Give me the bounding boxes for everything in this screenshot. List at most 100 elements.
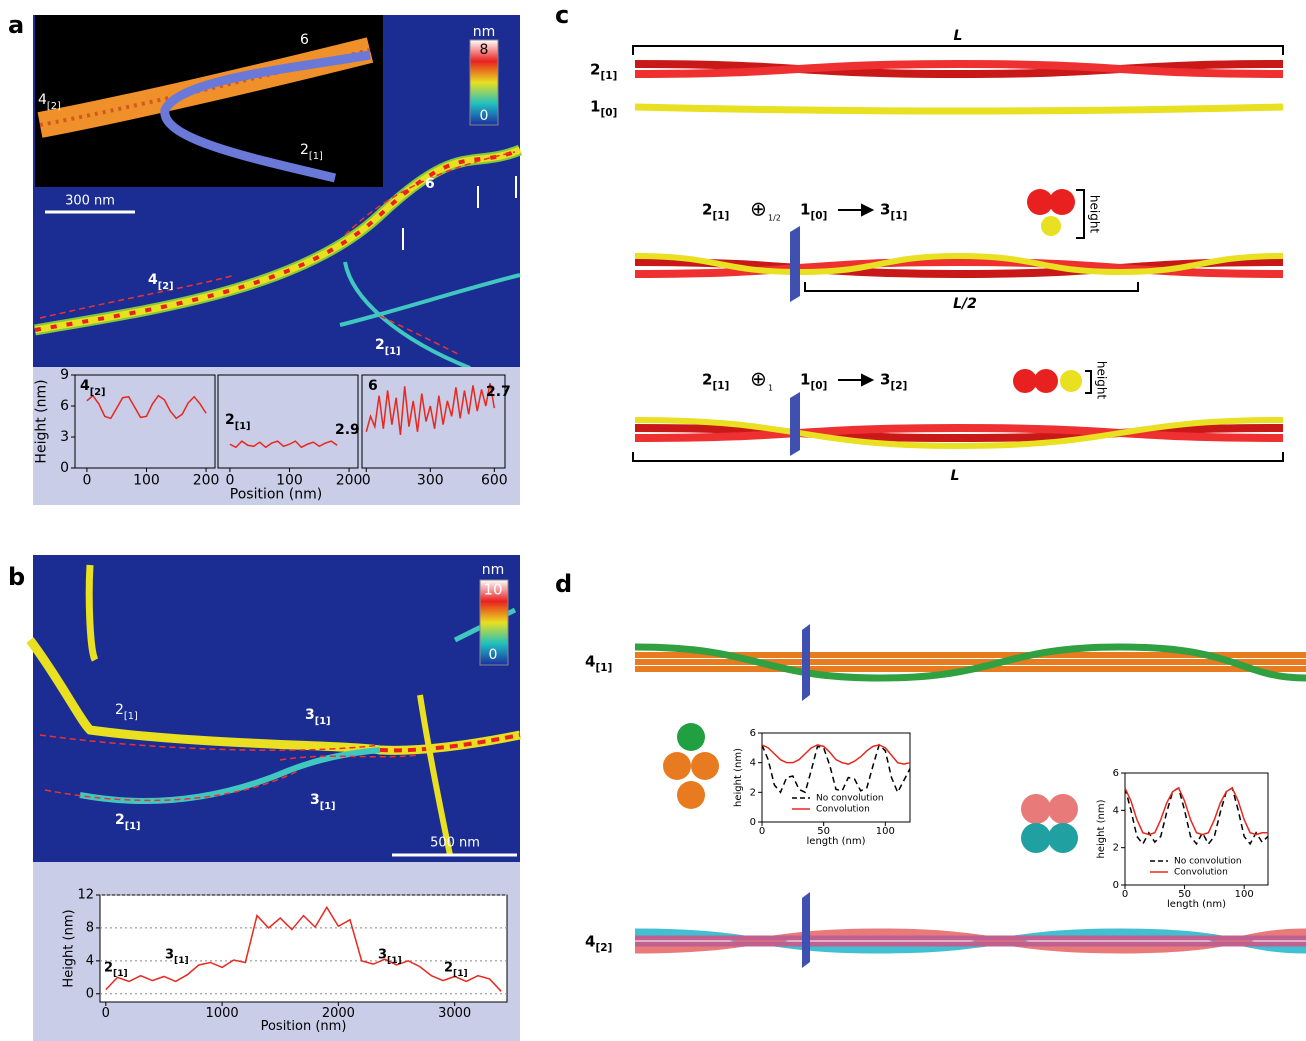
cut-plane (790, 392, 800, 456)
y-axis-label: Height (nm) (33, 379, 49, 463)
panel-label: c (555, 1, 569, 29)
bead-green (677, 723, 705, 751)
x-tick-label: 100 (876, 826, 895, 837)
height-label: height (1095, 361, 1109, 400)
cut-plane (790, 226, 800, 302)
height-label: height (1088, 195, 1102, 234)
eq-term: 2[1] (702, 201, 729, 223)
bead-pink (1048, 794, 1078, 824)
bracket (1085, 371, 1091, 393)
x-tick-label: 200 (193, 473, 220, 489)
scale-label: 500 nm (430, 836, 480, 851)
x-axis-label: Position (nm) (261, 1019, 347, 1034)
bead-yellow (1041, 216, 1061, 236)
scale-label: 300 nm (65, 194, 115, 209)
x-axis-label: length (nm) (1167, 899, 1226, 910)
panel-label: d (555, 570, 572, 598)
y-tick-label: 4 (86, 953, 94, 968)
y-tick-label: 4 (750, 758, 756, 769)
x-tick-label: 600 (481, 473, 508, 489)
y-tick-label: 0 (1113, 880, 1119, 891)
strand-label: 4[2] (585, 933, 612, 955)
x-tick-label: 3000 (438, 1006, 471, 1021)
bead-teal (1048, 823, 1078, 853)
eq-product: 3[1] (880, 201, 907, 223)
x-tick-label: 300 (417, 473, 444, 489)
colorbar-unit: nm (473, 24, 496, 40)
panel-label: a (8, 11, 24, 39)
bead-red (1049, 189, 1075, 215)
annotation: 2.7 (486, 384, 511, 400)
bead-red (1013, 369, 1037, 393)
bracket (805, 282, 1138, 291)
plot-area (100, 895, 507, 1002)
bracket (633, 452, 1283, 461)
legend-label: No convolution (816, 794, 884, 804)
y-tick-label: 8 (86, 920, 94, 935)
eq-term: 1[0] (800, 201, 827, 223)
y-tick-label: 3 (60, 429, 69, 445)
y-tick-label: 2 (750, 787, 756, 798)
panel-label: b (8, 563, 25, 591)
y-tick-label: 6 (750, 728, 756, 739)
legend-label: Convolution (1174, 868, 1228, 878)
y-axis-label: height (nm) (1096, 799, 1107, 858)
y-tick-label: 12 (77, 888, 94, 903)
x-axis-label: Position (nm) (230, 487, 322, 503)
strand-label: 1[0] (590, 98, 617, 120)
eq-operator-sub: 1 (768, 384, 773, 393)
x-tick-label: 100 (1235, 889, 1254, 900)
y-tick-label: 0 (60, 460, 69, 476)
bracket (1076, 190, 1084, 238)
bead-orange (691, 752, 719, 780)
length-label: L/2 (953, 296, 977, 312)
legend-label: Convolution (816, 805, 870, 815)
image-label: 6 (425, 176, 435, 192)
eq-operator: ⊕ (750, 367, 767, 391)
figure: a b c d 6 4[2] 2[1] nm 8 0 300 nm 6 4[2]… (0, 0, 1306, 1041)
y-axis-label: height (nm) (733, 748, 744, 807)
bead-teal (1021, 823, 1051, 853)
colorbar-min: 0 (489, 647, 498, 663)
colorbar-unit: nm (482, 562, 505, 578)
eq-operator: ⊕ (750, 197, 767, 221)
y-tick-label: 4 (1113, 805, 1119, 816)
x-tick-label: 0 (362, 473, 371, 489)
eq-term: 2[1] (702, 371, 729, 393)
y-axis-label: Height (nm) (61, 909, 76, 987)
y-tick-label: 0 (86, 986, 94, 1001)
eq-operator-sub: 1/2 (768, 214, 781, 223)
eq-product: 3[2] (880, 371, 907, 393)
colorbar-max: 8 (480, 42, 489, 58)
x-tick-label: 0 (1122, 889, 1128, 900)
annotation: 6 (368, 378, 378, 394)
length-label: L (951, 468, 960, 484)
arrow (838, 205, 872, 215)
length-label: L (954, 28, 963, 44)
cut-plane (802, 624, 810, 701)
cut-plane (802, 892, 810, 968)
x-tick-label: 200 (336, 473, 363, 489)
x-tick-label: 100 (133, 473, 160, 489)
bead-orange (663, 752, 691, 780)
x-tick-label: 0 (102, 1006, 110, 1021)
x-tick-label: 1000 (206, 1006, 239, 1021)
strand-label: 4[1] (585, 653, 612, 675)
y-tick-label: 2 (1113, 843, 1119, 854)
colorbar-min: 0 (480, 108, 489, 124)
strand-yellow (635, 107, 1283, 111)
y-tick-label: 6 (60, 398, 69, 414)
colorbar-max: 10 (483, 581, 502, 599)
bead-orange (677, 781, 705, 809)
x-tick-label: 0 (759, 826, 765, 837)
eq-term: 1[0] (800, 371, 827, 393)
y-tick-label: 9 (60, 367, 69, 383)
x-axis-label: length (nm) (807, 836, 866, 847)
annotation: 2.9 (335, 422, 360, 438)
bead-yellow (1060, 370, 1082, 392)
inset-label: 6 (300, 32, 309, 48)
y-tick-label: 0 (750, 817, 756, 828)
y-tick-label: 6 (1113, 768, 1119, 779)
legend-label: No convolution (1174, 857, 1242, 867)
strand-label: 2[1] (590, 61, 617, 83)
